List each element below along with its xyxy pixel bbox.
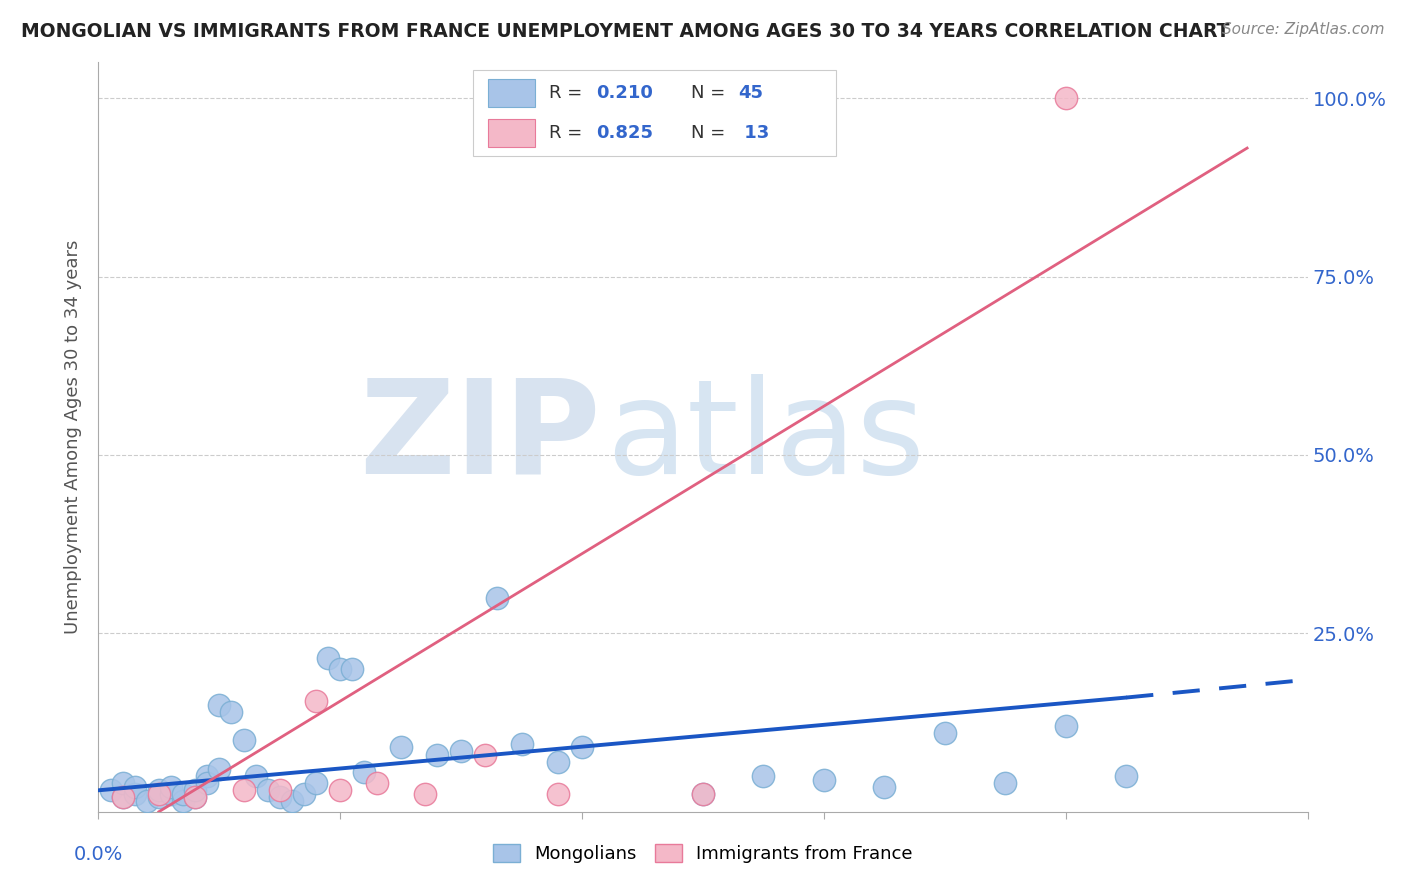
Point (426, 747, 449, 762)
Point (269, 790, 291, 805)
Point (353, 765, 375, 780)
Point (316, 651, 339, 665)
Text: atlas: atlas (606, 374, 925, 500)
Point (184, 783, 207, 797)
Point (148, 783, 170, 797)
Point (366, 776, 388, 790)
Point (256, 783, 278, 797)
Point (184, 790, 207, 805)
Point (547, 787, 569, 801)
Point (245, 769, 267, 783)
Point (413, 787, 436, 801)
Point (873, 780, 896, 794)
Point (474, 747, 496, 762)
Point (160, 787, 183, 801)
Point (111, 776, 134, 790)
Point (292, 787, 315, 801)
Text: 0.0%: 0.0% (73, 846, 124, 864)
Point (547, 755, 569, 769)
Point (1054, 91, 1077, 105)
Point (342, 662, 364, 676)
Point (934, 726, 956, 740)
Point (232, 783, 254, 797)
Point (1054, 719, 1077, 733)
Point (305, 776, 328, 790)
Point (148, 790, 170, 805)
Point (124, 787, 146, 801)
Point (172, 794, 194, 808)
Point (994, 776, 1017, 790)
Legend: Mongolians, Immigrants from France: Mongolians, Immigrants from France (486, 837, 920, 870)
Y-axis label: Unemployment Among Ages 30 to 34 years: Unemployment Among Ages 30 to 34 years (63, 240, 82, 634)
Point (269, 783, 291, 797)
Point (329, 783, 352, 797)
Point (450, 744, 472, 758)
Point (571, 740, 593, 755)
Point (172, 787, 194, 801)
Point (111, 790, 134, 805)
Point (135, 794, 157, 808)
Point (195, 769, 218, 783)
Point (100, 783, 122, 797)
Point (208, 698, 231, 712)
Point (184, 790, 207, 805)
Point (486, 591, 509, 605)
Point (692, 787, 714, 801)
Point (510, 737, 533, 751)
Point (305, 694, 328, 708)
Point (232, 733, 254, 747)
Point (1115, 769, 1137, 783)
Point (389, 740, 412, 755)
Point (221, 705, 243, 719)
Point (208, 762, 231, 776)
Point (752, 769, 775, 783)
Point (813, 772, 835, 787)
Point (692, 787, 714, 801)
Text: ZIP: ZIP (359, 374, 600, 500)
Text: Source: ZipAtlas.com: Source: ZipAtlas.com (1222, 22, 1385, 37)
Point (281, 794, 304, 808)
Point (195, 776, 218, 790)
Point (124, 780, 146, 794)
Point (160, 780, 183, 794)
Point (148, 787, 170, 801)
Point (111, 790, 134, 805)
Point (329, 662, 352, 676)
Text: MONGOLIAN VS IMMIGRANTS FROM FRANCE UNEMPLOYMENT AMONG AGES 30 TO 34 YEARS CORRE: MONGOLIAN VS IMMIGRANTS FROM FRANCE UNEM… (21, 22, 1230, 41)
